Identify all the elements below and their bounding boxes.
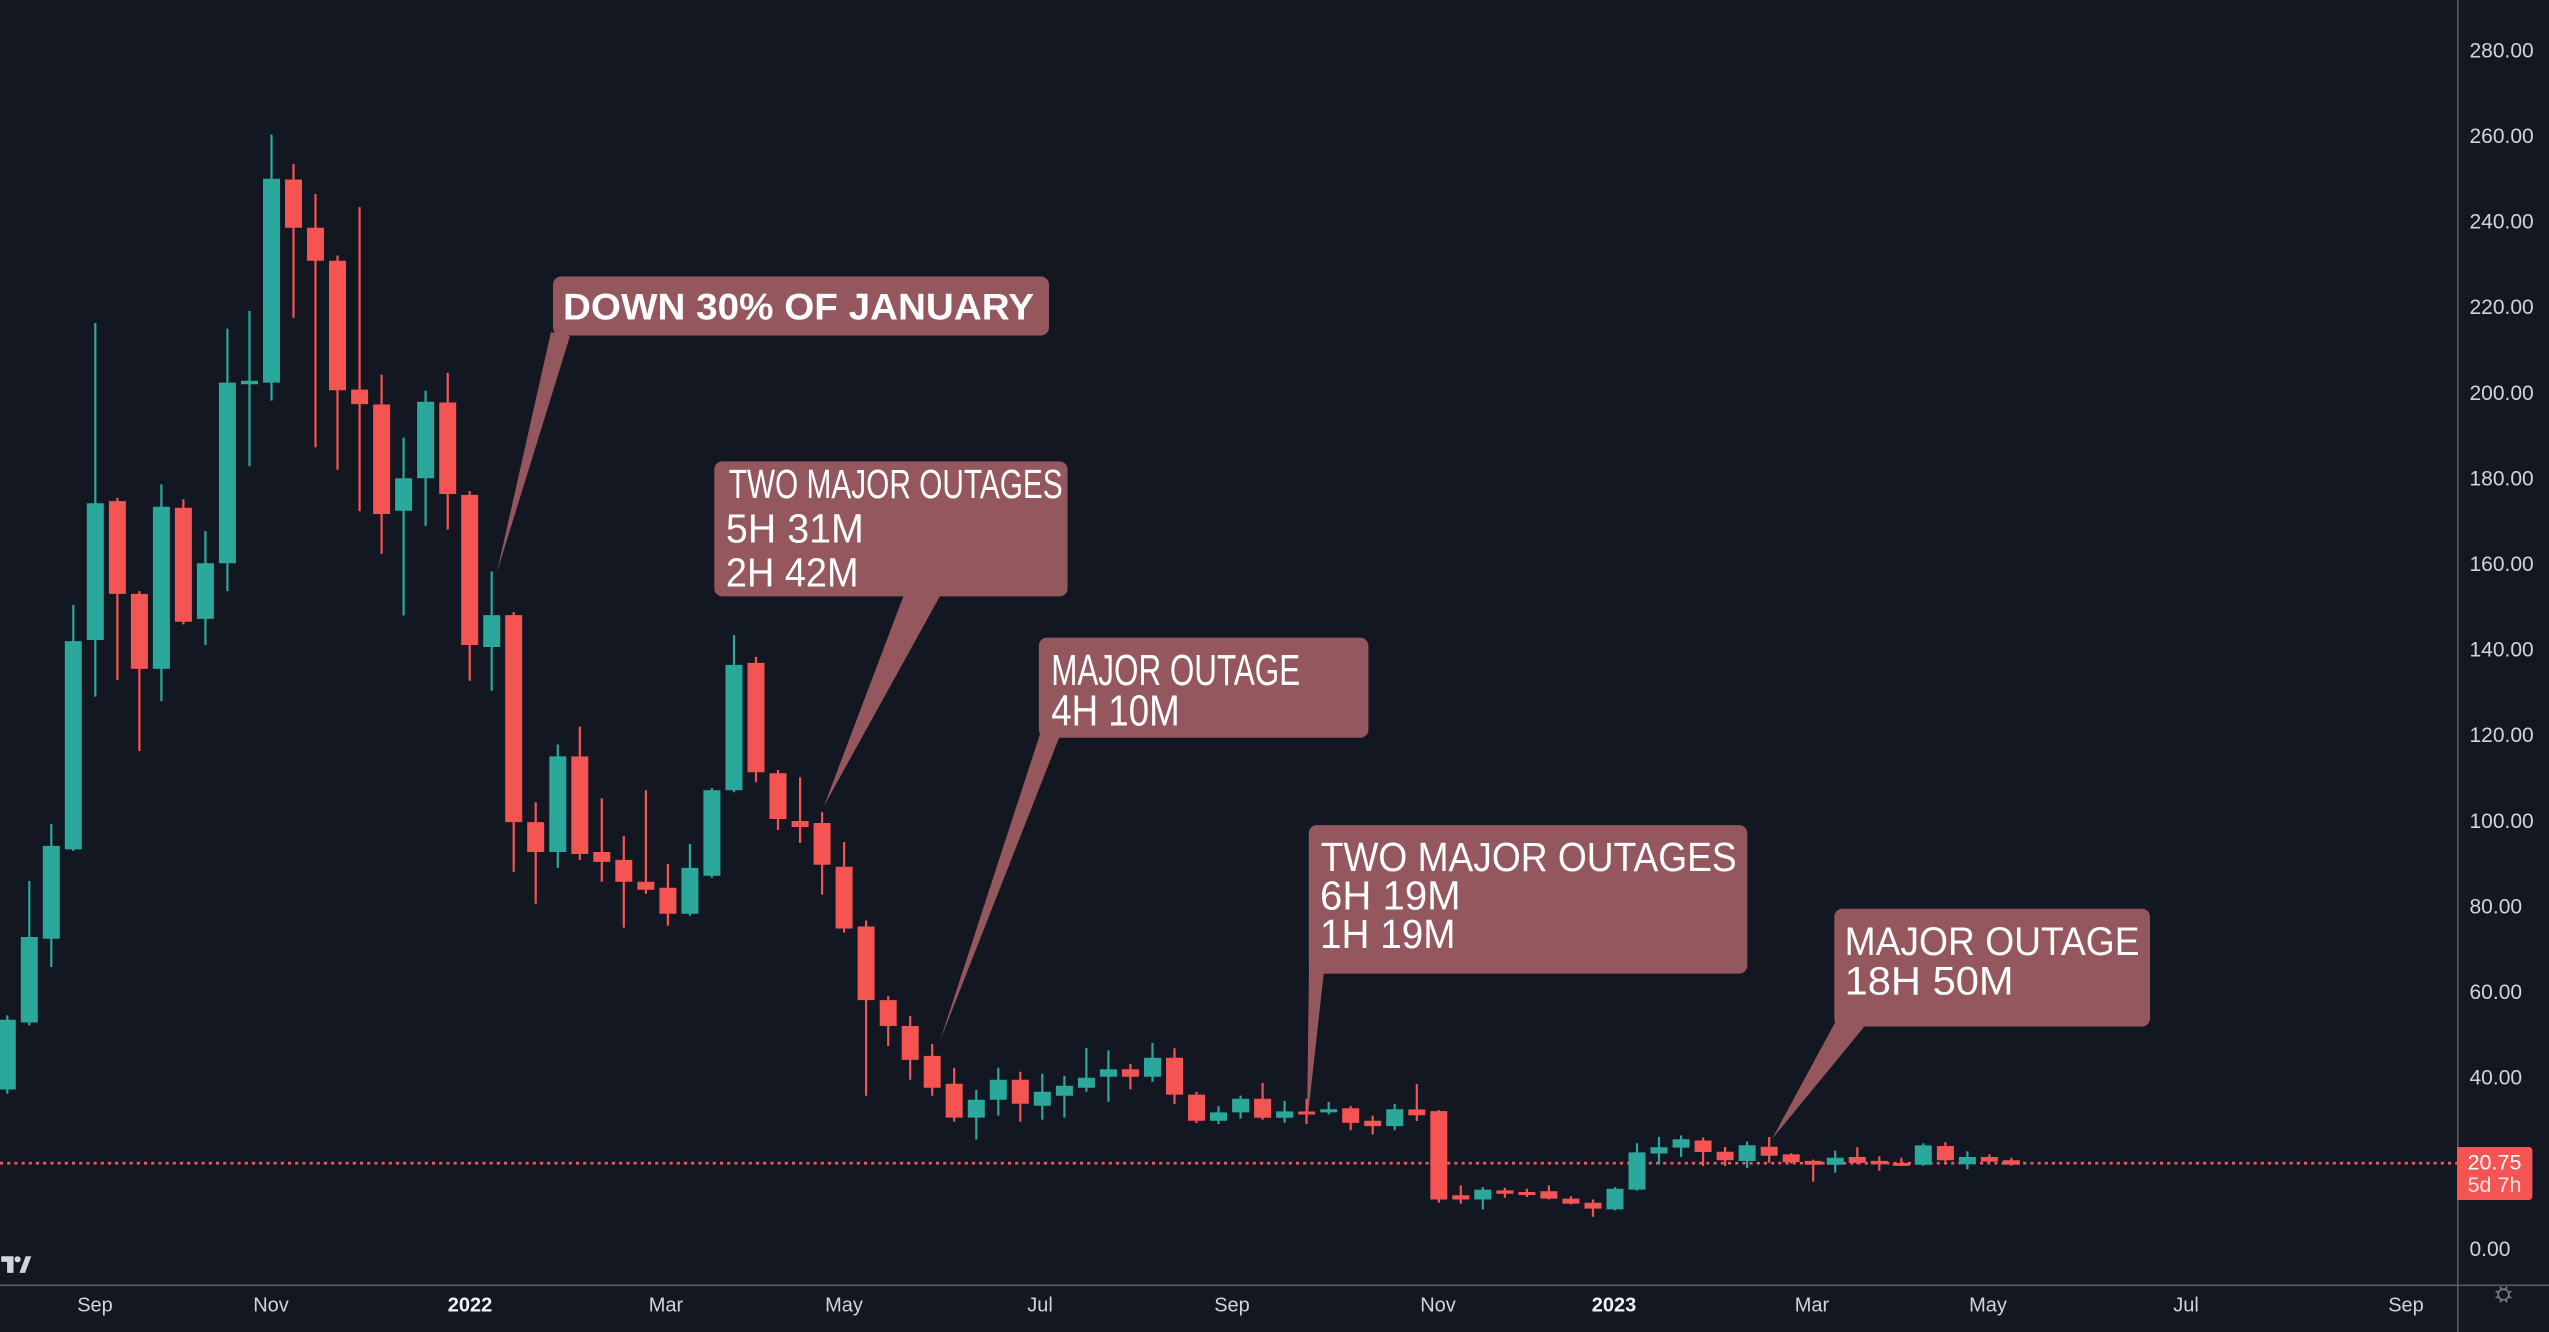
svg-text:100.00: 100.00 (2470, 810, 2534, 833)
svg-text:Sep: Sep (1214, 1295, 1250, 1317)
svg-text:Jul: Jul (1027, 1295, 1053, 1317)
svg-text:Mar: Mar (1795, 1295, 1830, 1317)
svg-text:2H 42M: 2H 42M (726, 550, 859, 596)
svg-text:20.75: 20.75 (2468, 1150, 2522, 1174)
svg-text:280.00: 280.00 (2470, 39, 2534, 62)
svg-text:5d 7h: 5d 7h (2468, 1173, 2522, 1197)
svg-text:May: May (1969, 1295, 2007, 1317)
svg-text:2023: 2023 (1592, 1295, 1637, 1317)
svg-text:DOWN 30% OF JANUARY: DOWN 30% OF JANUARY (563, 287, 1034, 328)
svg-text:Nov: Nov (253, 1295, 289, 1317)
svg-text:2022: 2022 (448, 1295, 493, 1317)
svg-text:220.00: 220.00 (2470, 296, 2534, 319)
svg-text:TWO MAJOR OUTAGES: TWO MAJOR OUTAGES (1321, 834, 1737, 880)
svg-text:240.00: 240.00 (2470, 211, 2534, 234)
svg-text:180.00: 180.00 (2470, 467, 2534, 490)
svg-text:Mar: Mar (649, 1295, 684, 1317)
svg-text:MAJOR OUTAGE: MAJOR OUTAGE (1845, 920, 2140, 964)
svg-text:5H 31M: 5H 31M (726, 506, 864, 552)
svg-text:80.00: 80.00 (2470, 895, 2523, 918)
svg-text:Jul: Jul (2173, 1295, 2199, 1317)
svg-text:May: May (825, 1295, 863, 1317)
svg-text:4H 10M: 4H 10M (1051, 686, 1180, 735)
svg-text:200.00: 200.00 (2470, 382, 2534, 405)
svg-text:120.00: 120.00 (2470, 724, 2534, 747)
svg-text:TWO MAJOR OUTAGES: TWO MAJOR OUTAGES (729, 461, 1063, 507)
svg-text:140.00: 140.00 (2470, 639, 2534, 662)
svg-text:60.00: 60.00 (2470, 981, 2523, 1004)
svg-text:1H 19M: 1H 19M (1320, 911, 1456, 957)
svg-text:Sep: Sep (2388, 1295, 2424, 1317)
svg-text:6H 19M: 6H 19M (1320, 872, 1461, 918)
svg-text:160.00: 160.00 (2470, 553, 2534, 576)
svg-text:40.00: 40.00 (2470, 1067, 2523, 1090)
svg-text:MAJOR OUTAGE: MAJOR OUTAGE (1051, 646, 1300, 695)
svg-text:Sep: Sep (77, 1295, 113, 1317)
svg-text:0.00: 0.00 (2470, 1238, 2511, 1261)
svg-text:18H 50M: 18H 50M (1845, 960, 2014, 1004)
svg-text:260.00: 260.00 (2470, 125, 2534, 148)
svg-text:Nov: Nov (1420, 1295, 1456, 1317)
